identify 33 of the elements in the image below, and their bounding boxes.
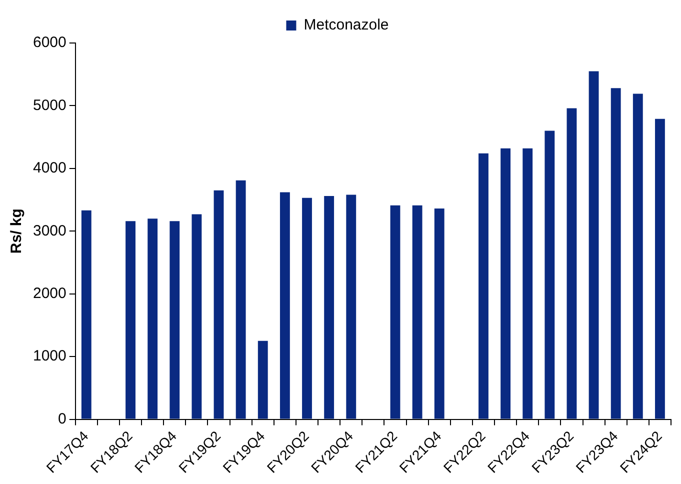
bar bbox=[324, 196, 334, 419]
y-tick-label: 6000 bbox=[32, 34, 66, 52]
bar bbox=[170, 221, 180, 419]
bar bbox=[544, 130, 555, 419]
bar bbox=[346, 194, 356, 419]
bar bbox=[500, 148, 511, 419]
bar bbox=[192, 214, 202, 419]
bar bbox=[280, 192, 290, 419]
legend-label: Metconazole bbox=[304, 16, 389, 34]
bar bbox=[412, 205, 422, 419]
bar bbox=[655, 118, 665, 419]
bar bbox=[148, 218, 158, 419]
bar bbox=[302, 198, 312, 419]
bar bbox=[610, 88, 621, 419]
bar bbox=[81, 210, 92, 419]
y-tick-label: 2000 bbox=[32, 284, 66, 302]
bar bbox=[566, 108, 577, 419]
y-tick-label: 4000 bbox=[32, 160, 66, 177]
bar bbox=[478, 153, 488, 419]
y-axis-title: Rs/ kg bbox=[8, 208, 26, 254]
y-tick-label: 1000 bbox=[32, 348, 66, 365]
y-tick-label: 5000 bbox=[32, 96, 66, 114]
bar bbox=[126, 221, 136, 419]
bar bbox=[390, 205, 400, 419]
y-tick-label: 0 bbox=[58, 410, 66, 428]
bar bbox=[434, 208, 444, 419]
bar bbox=[522, 148, 533, 419]
bar bbox=[588, 71, 599, 419]
bar bbox=[258, 340, 268, 419]
bar bbox=[632, 94, 643, 419]
bar bbox=[214, 190, 224, 419]
bar bbox=[236, 180, 246, 419]
y-tick-label: 3000 bbox=[32, 222, 66, 240]
